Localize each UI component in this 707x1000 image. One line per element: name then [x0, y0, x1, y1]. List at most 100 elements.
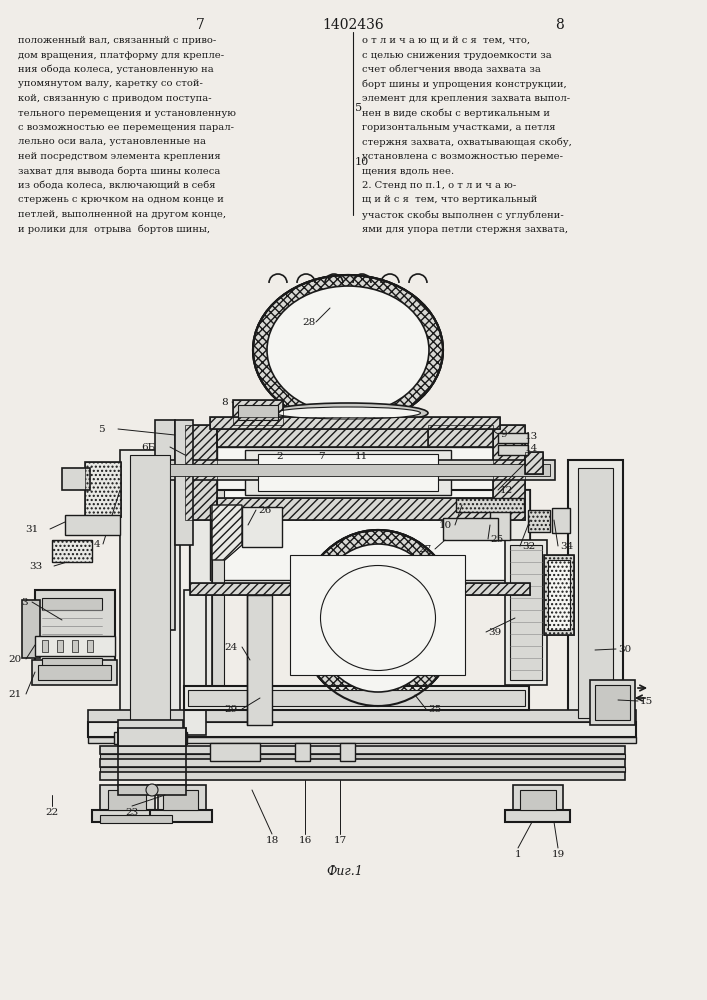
Text: и ролики для  отрыва  бортов шины,: и ролики для отрыва бортов шины,	[18, 225, 210, 234]
Text: стержень с крючком на одном конце и: стержень с крючком на одном конце и	[18, 196, 224, 205]
Bar	[217, 498, 493, 520]
Text: дом вращения, платформу для крепле-: дом вращения, платформу для крепле-	[18, 50, 224, 60]
Bar	[100, 767, 625, 772]
Bar	[184, 686, 529, 710]
Text: Фиг.1: Фиг.1	[327, 865, 363, 878]
Bar	[578, 468, 613, 718]
Bar	[38, 665, 111, 680]
Text: 12: 12	[500, 486, 513, 495]
Bar	[428, 425, 493, 447]
Bar	[340, 743, 355, 761]
Text: 7: 7	[196, 18, 204, 32]
Bar	[92, 810, 164, 822]
Text: 10: 10	[355, 157, 369, 167]
Text: установлена с возможностью переме-: установлена с возможностью переме-	[362, 152, 563, 161]
Bar	[238, 405, 278, 420]
Text: лельно оси вала, установленные на: лельно оси вала, установленные на	[18, 137, 206, 146]
Text: 2. Стенд по п.1, о т л и ч а ю-: 2. Стенд по п.1, о т л и ч а ю-	[362, 181, 516, 190]
Text: 27: 27	[419, 545, 432, 554]
Bar	[217, 447, 493, 498]
Text: горизонтальным участками, а петля: горизонтальным участками, а петля	[362, 123, 556, 132]
Text: 34: 34	[560, 542, 573, 551]
Bar	[184, 590, 206, 735]
Bar	[88, 737, 636, 743]
Bar	[505, 810, 570, 822]
Bar	[456, 498, 524, 512]
Bar	[544, 555, 574, 635]
Bar	[150, 810, 212, 822]
Bar	[100, 746, 625, 754]
Text: щ и й с я  тем, что вертикальный: щ и й с я тем, что вертикальный	[362, 196, 537, 205]
Text: 29: 29	[225, 705, 238, 714]
Bar	[210, 417, 500, 429]
Text: 20: 20	[8, 655, 22, 664]
Text: 15: 15	[640, 697, 653, 706]
Text: стержня захвата, охватывающая скобу,: стержня захвата, охватывающая скобу,	[362, 137, 572, 147]
Bar	[188, 690, 525, 706]
Text: ния обода колеса, установленную на: ния обода колеса, установленную на	[18, 65, 214, 75]
Bar	[242, 507, 282, 547]
Text: из обода колеса, включающий в себя: из обода колеса, включающий в себя	[18, 181, 216, 190]
Bar	[590, 680, 635, 725]
Bar	[528, 510, 550, 532]
Polygon shape	[212, 505, 242, 560]
Bar	[295, 743, 310, 761]
Bar	[217, 425, 493, 447]
Text: ней посредством элемента крепления: ней посредством элемента крепления	[18, 152, 221, 161]
Bar	[595, 685, 630, 720]
Bar	[88, 722, 636, 737]
Text: 23: 23	[125, 808, 139, 817]
Bar	[130, 455, 170, 735]
Bar	[65, 515, 120, 535]
Bar	[443, 518, 498, 540]
Ellipse shape	[320, 566, 436, 670]
Bar	[42, 658, 102, 670]
Bar	[72, 640, 78, 652]
Text: 11: 11	[355, 452, 368, 461]
Bar	[57, 640, 63, 652]
Text: 8: 8	[221, 398, 228, 407]
Text: 39: 39	[488, 628, 501, 637]
Bar	[158, 785, 206, 815]
Text: 1402436: 1402436	[322, 18, 384, 32]
Text: 6Б: 6Б	[141, 443, 155, 452]
Bar	[528, 510, 550, 532]
Bar	[118, 785, 186, 795]
Bar	[85, 462, 121, 517]
Bar	[210, 505, 510, 580]
Bar	[290, 555, 465, 675]
Bar	[493, 425, 525, 520]
Text: о т л и ч а ю щ и й с я  тем, что,: о т л и ч а ю щ и й с я тем, что,	[362, 36, 530, 45]
Bar	[520, 790, 556, 810]
Bar	[548, 560, 570, 630]
Bar	[505, 540, 547, 685]
Bar	[32, 660, 117, 685]
Text: 21: 21	[8, 690, 22, 699]
Bar	[568, 460, 623, 725]
Text: 28: 28	[303, 318, 316, 327]
Ellipse shape	[276, 407, 421, 419]
Bar	[62, 468, 90, 490]
Bar	[498, 445, 528, 455]
Bar	[35, 590, 115, 670]
Bar	[190, 490, 212, 740]
Text: 5: 5	[98, 425, 105, 434]
Text: участок скобы выполнен с углублени-: участок скобы выполнен с углублени-	[362, 210, 563, 220]
Text: захват для вывода борта шины колеса: захват для вывода борта шины колеса	[18, 166, 221, 176]
Bar	[85, 462, 121, 517]
Bar	[210, 417, 500, 429]
Ellipse shape	[303, 607, 453, 629]
Bar	[247, 595, 272, 725]
Bar	[190, 583, 530, 595]
Bar	[506, 490, 530, 630]
Text: 16: 16	[298, 836, 312, 845]
Text: положенный вал, связанный с приво-: положенный вал, связанный с приво-	[18, 36, 216, 45]
Text: элемент для крепления захвата выпол-: элемент для крепления захвата выпол-	[362, 94, 570, 103]
Text: петлей, выполненной на другом конце,: петлей, выполненной на другом конце,	[18, 210, 226, 219]
Text: 33: 33	[29, 562, 42, 571]
Text: 3: 3	[21, 598, 28, 607]
Ellipse shape	[267, 286, 429, 414]
Bar	[217, 425, 493, 447]
Bar	[165, 460, 555, 480]
Text: 1: 1	[515, 850, 521, 859]
